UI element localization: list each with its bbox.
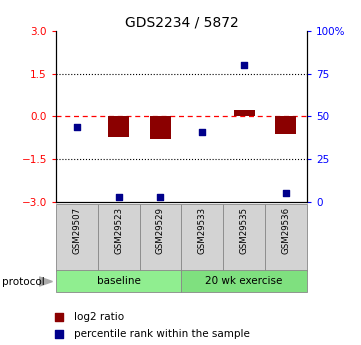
- Text: GSM29535: GSM29535: [240, 207, 249, 254]
- Bar: [265, 204, 307, 271]
- Title: GDS2234 / 5872: GDS2234 / 5872: [125, 16, 238, 30]
- Text: log2 ratio: log2 ratio: [74, 312, 124, 322]
- Bar: [150, 117, 171, 139]
- Point: [56, 314, 62, 319]
- Bar: [140, 204, 181, 271]
- Text: GSM29536: GSM29536: [282, 207, 291, 254]
- Bar: [108, 117, 129, 137]
- Text: GSM29529: GSM29529: [156, 207, 165, 254]
- Bar: [234, 110, 255, 117]
- Text: GSM29523: GSM29523: [114, 207, 123, 254]
- Bar: [275, 117, 296, 134]
- Text: GSM29507: GSM29507: [72, 207, 81, 254]
- Point: [56, 331, 62, 337]
- Bar: [181, 204, 223, 271]
- Text: GSM29533: GSM29533: [198, 207, 207, 254]
- Point: [283, 190, 289, 196]
- Bar: [181, 270, 307, 292]
- Bar: [56, 270, 181, 292]
- Bar: [98, 204, 140, 271]
- Point: [74, 124, 80, 129]
- Bar: [56, 204, 98, 271]
- Point: [241, 62, 247, 68]
- Bar: [223, 204, 265, 271]
- Text: baseline: baseline: [97, 276, 141, 286]
- Text: protocol: protocol: [2, 277, 44, 287]
- Point: [116, 194, 122, 199]
- Text: percentile rank within the sample: percentile rank within the sample: [74, 329, 250, 339]
- Point: [199, 129, 205, 135]
- Polygon shape: [39, 277, 52, 286]
- Text: 20 wk exercise: 20 wk exercise: [205, 276, 283, 286]
- Point: [158, 194, 164, 199]
